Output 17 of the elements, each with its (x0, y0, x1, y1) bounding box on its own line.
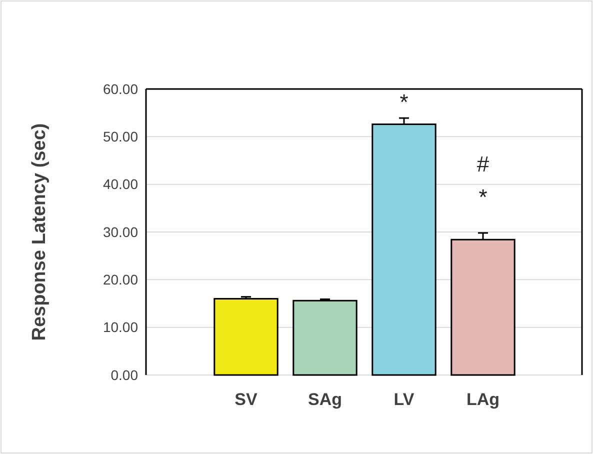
x-tick-label: SV (234, 390, 258, 409)
y-axis-title: Response Latency (sec) (29, 123, 50, 341)
y-tick-label: 50.00 (102, 128, 138, 145)
y-tick-label: 0.00 (110, 366, 138, 383)
y-tick-label: 40.00 (102, 176, 138, 192)
annotation: * (478, 184, 488, 210)
annotation: * (400, 90, 409, 115)
bar (214, 298, 278, 376)
y-tick-label: 20.00 (102, 272, 138, 288)
y-tick-label: 10.00 (102, 319, 138, 336)
bar (292, 300, 358, 376)
x-tick-label: LAg (466, 390, 500, 409)
x-tick-label: LV (394, 390, 415, 409)
x-tick-label: SAg (308, 390, 342, 409)
y-tick-label: 30.00 (102, 224, 138, 240)
y-tick-label: 60.00 (102, 80, 138, 97)
annotation: # (476, 152, 490, 177)
